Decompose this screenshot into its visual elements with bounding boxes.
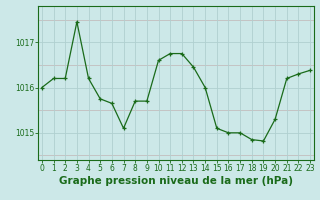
- X-axis label: Graphe pression niveau de la mer (hPa): Graphe pression niveau de la mer (hPa): [59, 176, 293, 186]
